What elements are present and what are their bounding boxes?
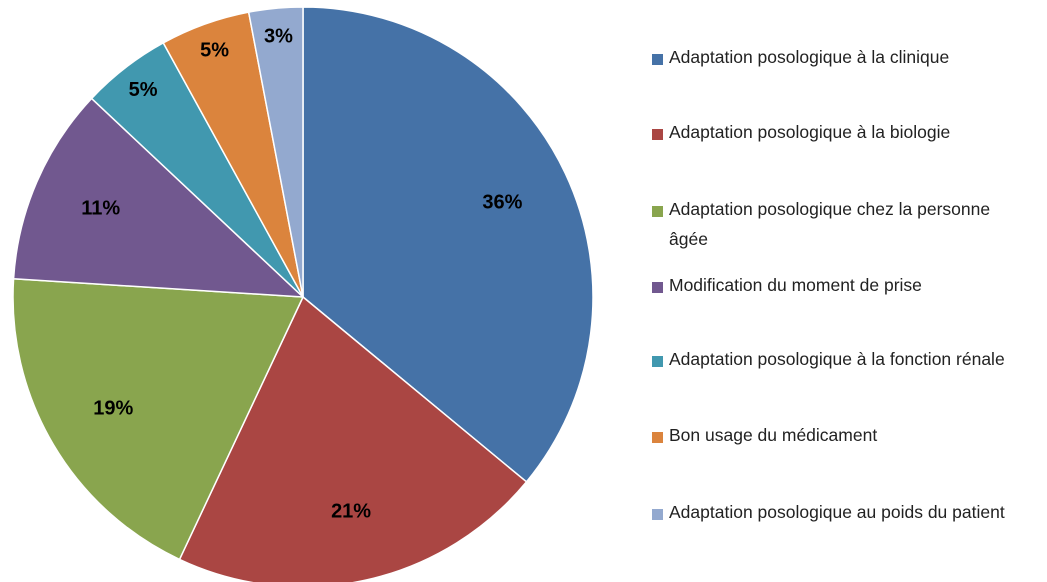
pie-slice <box>178 295 528 582</box>
pie-slice <box>302 6 594 483</box>
legend-label: Adaptation posologique chez la personne … <box>669 199 991 249</box>
legend-item: Adaptation posologique chez la personne … <box>652 199 1029 254</box>
legend-item: Adaptation posologique à la biologie <box>652 122 1029 147</box>
legend-label: Bon usage du médicament <box>669 425 878 445</box>
data-label: 5% <box>200 40 229 62</box>
legend-item: Bon usage du médicament <box>652 425 1029 450</box>
legend-swatch <box>652 282 663 293</box>
legend-swatch <box>652 206 663 217</box>
legend-item: Adaptation posologique à la fonction rén… <box>652 349 1029 374</box>
legend-swatch <box>652 356 663 367</box>
data-label: 11% <box>81 198 120 220</box>
legend-swatch <box>652 54 663 65</box>
legend-swatch <box>652 432 663 443</box>
legend-item: Adaptation posologique au poids du patie… <box>652 502 1029 527</box>
legend-swatch <box>652 509 663 520</box>
data-label: 36% <box>482 191 522 213</box>
legend-label: Adaptation posologique à la fonction rén… <box>669 349 1005 369</box>
pie-slice <box>247 6 304 298</box>
legend-label: Modification du moment de prise <box>669 275 922 295</box>
legend-label: Adaptation posologique à la clinique <box>669 47 950 67</box>
legend-swatch <box>652 129 663 140</box>
legend-item: Modification du moment de prise <box>652 275 1029 300</box>
pie-slice <box>12 277 305 561</box>
legend-label: Adaptation posologique au poids du patie… <box>669 502 1005 522</box>
data-label: 5% <box>129 79 158 101</box>
pie-slice <box>12 97 306 298</box>
legend-item: Adaptation posologique à la clinique <box>652 47 1029 72</box>
data-label: 3% <box>264 25 293 47</box>
legend-label: Adaptation posologique à la biologie <box>669 122 951 142</box>
data-label: 19% <box>93 397 133 419</box>
data-label: 21% <box>331 500 371 522</box>
